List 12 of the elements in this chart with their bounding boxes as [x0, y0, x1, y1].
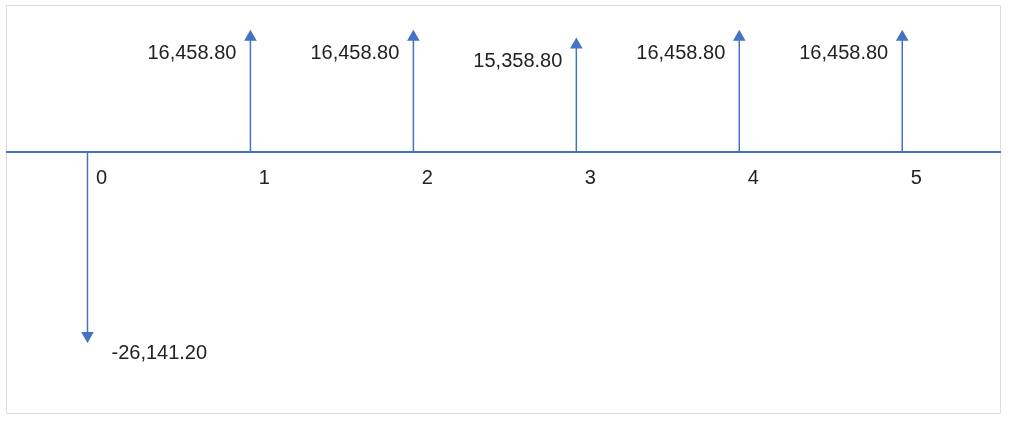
x-tick-label: 1: [258, 165, 270, 188]
x-tick-label: 4: [747, 165, 759, 188]
x-tick-label: 0: [95, 165, 108, 188]
x-tick-label: 3: [584, 165, 596, 188]
data-label: 16,458.80: [636, 41, 726, 64]
data-label: 16,458.80: [147, 41, 237, 64]
x-tick-label: 5: [910, 165, 922, 188]
x-tick-label: 2: [421, 165, 433, 188]
data-label: -26,141.20: [111, 341, 208, 364]
data-label: 16,458.80: [799, 41, 889, 64]
data-label: 16,458.80: [310, 41, 400, 64]
data-label: 15,358.80: [473, 49, 563, 72]
